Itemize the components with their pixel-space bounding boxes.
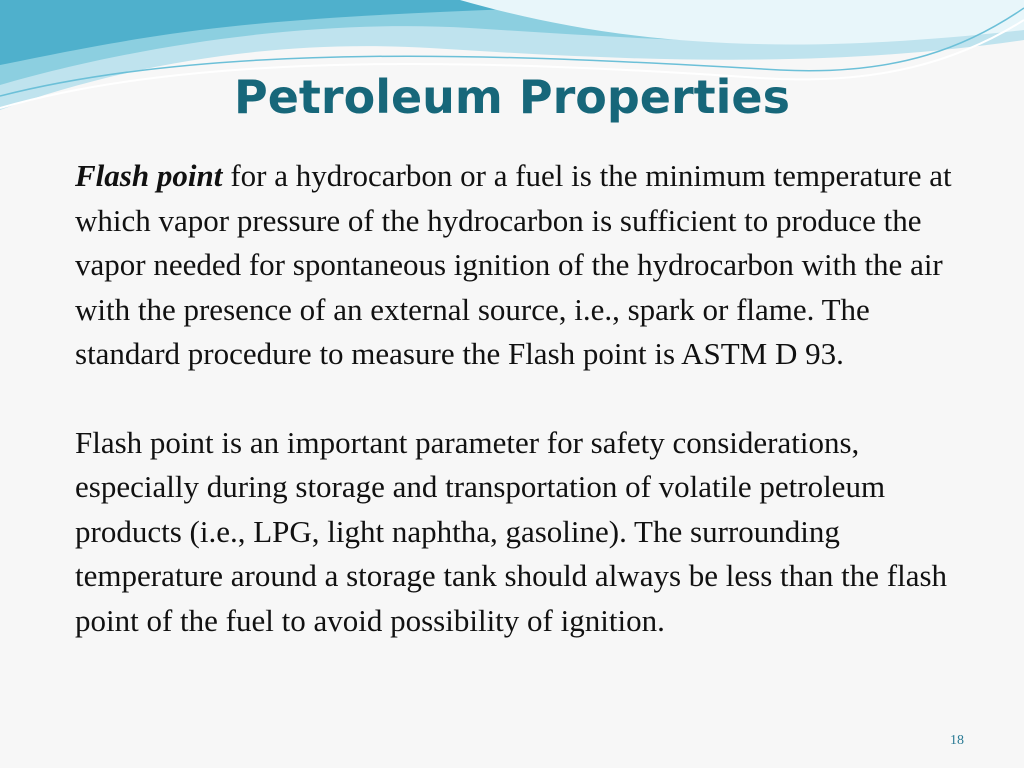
paragraph-text: Flash point is an important parameter fo… [75,424,948,638]
slide-body: Flash point for a hydrocarbon or a fuel i… [75,154,970,687]
paragraph-text: for a hydrocarbon or a fuel is the minim… [75,158,952,371]
page-number: 18 [950,733,964,748]
header-waves [0,0,1024,110]
slide-title: Petroleum Properties [234,70,790,124]
paragraph: Flash point is an important parameter fo… [75,421,970,644]
emphasis: Flash point [75,158,223,193]
paragraph: Flash point for a hydrocarbon or a fuel i… [75,154,970,377]
